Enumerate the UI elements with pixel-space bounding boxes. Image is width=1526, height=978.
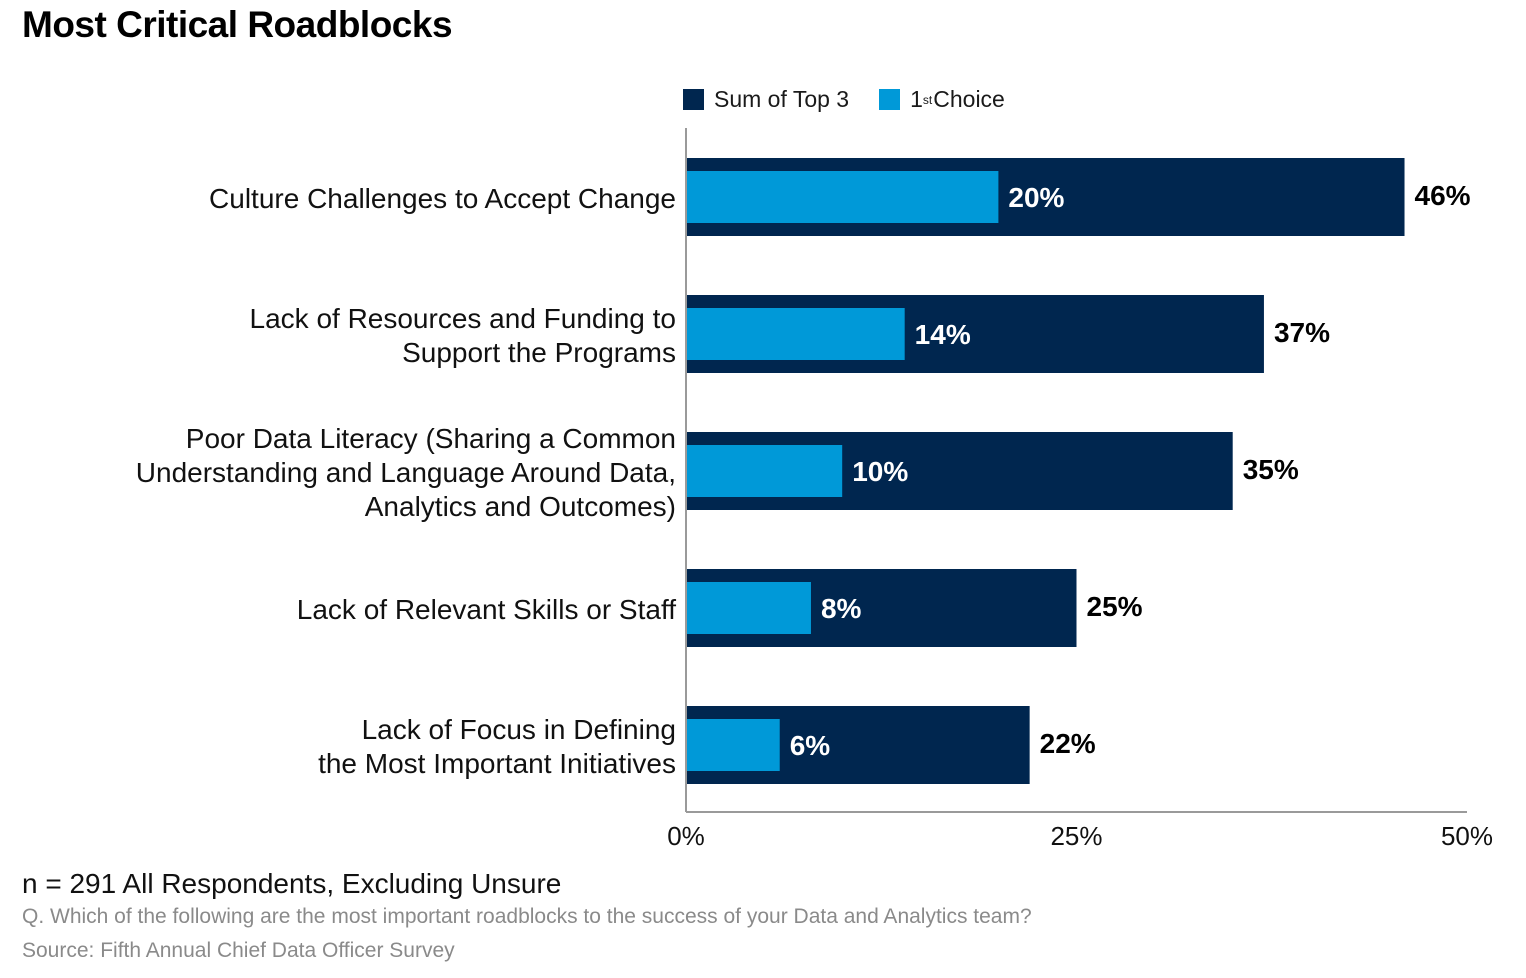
legend-swatch-first-choice <box>879 89 901 110</box>
chart-title: Most Critical Roadblocks <box>22 4 453 45</box>
legend-label-first-choice: Choice <box>933 86 1005 112</box>
bar-first-choice-1 <box>686 308 905 360</box>
category-label-2: Poor Data Literacy (Sharing a Common Und… <box>135 423 676 522</box>
x-tick-label-2: 50% <box>1441 821 1493 851</box>
category-label-1: Lack of Resources and Funding to Support… <box>249 303 676 368</box>
data-label-first-choice-0: 20% <box>1008 182 1064 213</box>
data-label-first-choice-2: 10% <box>852 456 908 487</box>
legend-label-sum-top3: Sum of Top 3 <box>714 86 850 112</box>
x-tick-label-1: 25% <box>1050 821 1102 851</box>
data-label-sum-top3-2: 35% <box>1243 454 1299 485</box>
legend-swatch-sum-top3 <box>683 89 704 110</box>
bar-first-choice-2 <box>686 445 843 497</box>
bar-first-choice-4 <box>686 719 780 771</box>
bar-chart: 20% 46% 14% 37% 10% 35% 8% 25% 6% 22% 0% 25% 50% <box>667 128 1493 851</box>
data-label-first-choice-4: 6% <box>790 730 831 761</box>
sample-size-note: n = 291 All Respondents, Excluding Unsur… <box>22 868 562 899</box>
source-note: Source: Fifth Annual Chief Data Officer … <box>22 939 455 962</box>
category-label-3: Lack of Relevant Skills or Staff <box>296 594 676 625</box>
legend-item-sum-top3: Sum of Top 3 <box>683 86 849 113</box>
data-label-sum-top3-0: 46% <box>1415 180 1471 211</box>
data-label-first-choice-1: 14% <box>915 319 971 350</box>
survey-question: Q. Which of the following are the most i… <box>22 905 1032 928</box>
bar-first-choice-3 <box>686 582 811 634</box>
bar-first-choice-0 <box>686 171 999 223</box>
category-label-0: Culture Challenges to Accept Change <box>209 183 676 214</box>
data-label-sum-top3-4: 22% <box>1040 728 1096 759</box>
data-label-first-choice-3: 8% <box>821 593 862 624</box>
x-tick-label-0: 0% <box>667 821 705 851</box>
category-label-4: Lack of Focus in Defining the Most Impor… <box>318 714 676 779</box>
legend-label-first-ordinal: 1 <box>910 86 923 112</box>
data-label-sum-top3-1: 37% <box>1274 317 1330 348</box>
data-label-sum-top3-3: 25% <box>1087 591 1143 622</box>
